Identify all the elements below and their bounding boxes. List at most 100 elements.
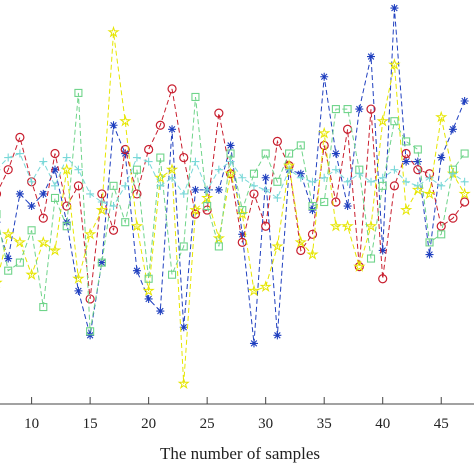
series-5	[0, 149, 469, 211]
data-point	[15, 132, 25, 142]
data-point	[132, 153, 141, 162]
data-point	[317, 126, 331, 139]
data-point	[179, 323, 188, 332]
data-point	[307, 229, 318, 239]
data-point	[142, 284, 155, 297]
data-point	[179, 152, 189, 163]
data-point	[390, 4, 399, 13]
data-point	[308, 177, 317, 186]
data-point	[214, 242, 223, 251]
data-point	[425, 250, 434, 259]
data-point	[97, 198, 106, 206]
data-point	[460, 149, 469, 158]
data-point	[107, 25, 120, 38]
data-point	[62, 153, 71, 162]
data-point	[191, 157, 200, 166]
data-point	[214, 165, 223, 174]
data-point	[296, 245, 306, 256]
data-point	[378, 246, 387, 255]
data-point	[411, 183, 425, 196]
data-point	[458, 187, 471, 200]
data-point	[177, 377, 190, 390]
data-point	[378, 181, 387, 190]
x-tick-label: 25	[200, 416, 215, 432]
data-point	[389, 181, 400, 191]
data-point	[132, 266, 141, 275]
data-point	[50, 193, 60, 203]
data-point	[435, 110, 448, 123]
data-point	[109, 181, 118, 190]
data-point	[191, 185, 200, 194]
data-point	[51, 165, 60, 174]
data-point	[156, 181, 165, 190]
x-tick-label: 40	[375, 416, 390, 432]
data-point	[378, 274, 388, 284]
data-point	[74, 165, 83, 174]
data-point	[320, 72, 329, 81]
data-point	[168, 173, 177, 182]
data-point	[261, 221, 271, 231]
data-point	[273, 193, 282, 202]
data-point	[132, 165, 141, 174]
data-point	[390, 117, 399, 126]
data-point	[226, 157, 235, 166]
data-point	[329, 219, 343, 232]
data-point	[247, 284, 261, 297]
data-point	[259, 280, 272, 293]
series-line	[0, 32, 466, 384]
data-point	[413, 145, 422, 154]
data-point	[27, 202, 36, 211]
data-point	[388, 58, 401, 70]
data-point	[84, 227, 97, 240]
data-point	[214, 185, 223, 194]
x-tick-label: 20	[141, 416, 156, 432]
data-point	[413, 157, 422, 166]
data-point	[226, 141, 235, 150]
data-point	[448, 169, 457, 178]
data-point	[13, 236, 27, 248]
data-point	[261, 185, 270, 194]
data-point	[144, 294, 153, 303]
data-point	[367, 177, 376, 186]
data-point	[121, 218, 130, 227]
data-point	[294, 235, 307, 248]
data-point	[425, 173, 434, 182]
data-point	[130, 219, 144, 232]
data-point	[51, 181, 60, 190]
data-point	[390, 165, 399, 174]
data-point	[27, 177, 36, 186]
data-point	[401, 148, 411, 159]
data-point	[62, 222, 71, 231]
data-point	[39, 157, 48, 166]
data-point	[86, 189, 95, 198]
data-point	[156, 307, 165, 316]
data-point	[319, 140, 329, 151]
data-point	[165, 163, 179, 175]
data-point	[261, 149, 270, 158]
data-point	[4, 153, 13, 162]
series-line	[0, 92, 466, 332]
data-point	[460, 197, 470, 207]
data-point	[400, 203, 413, 216]
data-point	[119, 114, 132, 127]
data-point	[120, 144, 130, 155]
data-point	[331, 165, 340, 174]
data-point	[331, 197, 341, 207]
data-point	[121, 181, 130, 190]
data-point	[413, 165, 423, 175]
data-point	[320, 173, 329, 182]
x-tick-label: 15	[83, 416, 98, 432]
data-point	[272, 136, 282, 146]
data-point	[15, 189, 24, 198]
data-point	[167, 84, 177, 94]
data-point	[0, 280, 3, 289]
data-point	[249, 189, 259, 199]
data-point	[331, 105, 340, 114]
data-point	[214, 108, 224, 118]
data-point	[39, 189, 48, 198]
data-point	[38, 213, 48, 223]
series-3	[0, 25, 471, 390]
data-point	[273, 331, 282, 340]
data-point	[97, 258, 106, 267]
